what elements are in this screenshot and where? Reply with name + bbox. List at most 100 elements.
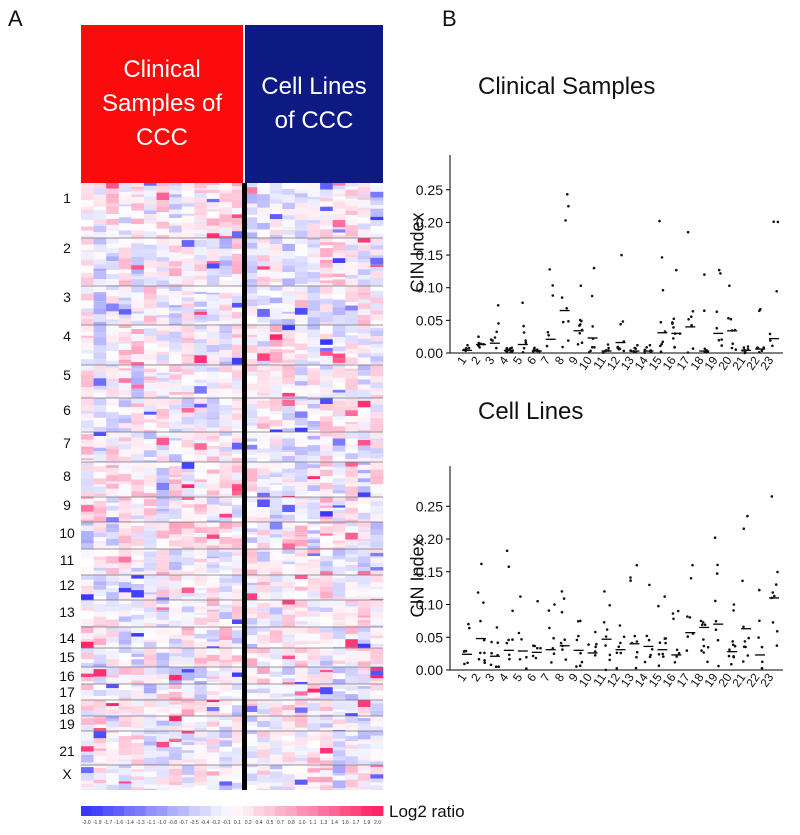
data-point bbox=[619, 651, 623, 655]
x-tick-label: 15 bbox=[646, 353, 665, 372]
data-point bbox=[562, 597, 566, 600]
heatmap-header-cell-lines: Cell Lines of CCC bbox=[245, 25, 383, 183]
data-point bbox=[734, 348, 738, 351]
legend-swatch bbox=[124, 806, 136, 816]
heatmap-cells bbox=[81, 183, 384, 790]
data-point bbox=[743, 640, 747, 643]
data-point bbox=[551, 294, 555, 297]
data-point bbox=[690, 315, 693, 319]
chromosome-label: 1 bbox=[63, 190, 71, 206]
legend-swatch bbox=[275, 806, 287, 816]
data-point bbox=[539, 646, 542, 650]
data-point bbox=[746, 514, 749, 518]
chromosome-label: 13 bbox=[59, 604, 75, 620]
data-point bbox=[602, 621, 606, 624]
data-point bbox=[671, 321, 674, 324]
data-point bbox=[467, 622, 470, 626]
data-point bbox=[603, 590, 606, 593]
chromosome-label: 2 bbox=[63, 240, 71, 256]
data-point bbox=[618, 347, 622, 351]
data-point bbox=[746, 347, 750, 351]
data-point bbox=[479, 619, 482, 623]
data-point bbox=[733, 644, 737, 648]
data-point bbox=[497, 322, 500, 325]
data-point bbox=[762, 346, 765, 349]
data-point bbox=[730, 329, 734, 332]
x-tick-label: 14 bbox=[632, 353, 651, 372]
data-point bbox=[505, 549, 509, 553]
data-point bbox=[479, 342, 483, 346]
data-point bbox=[659, 320, 663, 324]
legend-tick-label: 0.2 bbox=[245, 820, 252, 826]
data-point bbox=[634, 666, 638, 670]
data-point bbox=[761, 660, 764, 664]
data-point bbox=[509, 347, 512, 350]
data-point bbox=[622, 349, 626, 353]
data-point bbox=[622, 340, 626, 343]
data-point bbox=[760, 666, 764, 670]
data-point bbox=[643, 351, 646, 354]
data-point bbox=[715, 572, 719, 575]
data-point bbox=[511, 349, 514, 352]
data-point bbox=[464, 347, 468, 350]
data-point bbox=[768, 332, 772, 336]
legend-tick-label: 1.0 bbox=[299, 820, 306, 826]
data-point bbox=[732, 655, 735, 659]
data-point bbox=[661, 288, 665, 292]
chromosome-label: 8 bbox=[63, 468, 71, 484]
data-point bbox=[770, 495, 774, 498]
legend-tick-label: -2.0 bbox=[82, 820, 91, 826]
x-tick-label: 8 bbox=[552, 670, 567, 684]
data-point bbox=[608, 604, 611, 607]
legend-tick-label: -1.6 bbox=[114, 820, 123, 826]
data-point bbox=[675, 268, 678, 272]
data-point bbox=[496, 304, 500, 307]
data-point bbox=[467, 346, 471, 350]
data-point bbox=[705, 349, 708, 352]
chromosome-label: 16 bbox=[59, 668, 75, 684]
legend-swatch bbox=[102, 806, 114, 816]
chromosome-label: 21 bbox=[59, 743, 75, 759]
legend-swatch bbox=[253, 806, 265, 816]
x-tick-label: 12 bbox=[604, 353, 623, 372]
chromosome-label: 19 bbox=[59, 716, 75, 732]
chart-title-cell-lines: Cell Lines bbox=[478, 398, 584, 425]
data-point bbox=[619, 641, 622, 645]
data-point bbox=[621, 320, 625, 323]
data-point bbox=[760, 349, 764, 353]
data-point bbox=[496, 653, 499, 657]
data-point bbox=[482, 342, 485, 346]
data-point bbox=[663, 595, 666, 598]
data-point bbox=[559, 641, 563, 645]
scatter-plot-cell-lines: 0.000.050.100.150.200.251234567891011121… bbox=[416, 466, 783, 690]
x-tick-label: 21 bbox=[729, 670, 748, 689]
legend-tick-label: -1.3 bbox=[136, 820, 145, 826]
data-point bbox=[729, 317, 733, 321]
data-point bbox=[747, 636, 750, 640]
legend-swatch bbox=[210, 806, 222, 816]
data-point bbox=[464, 649, 468, 653]
data-point bbox=[580, 328, 584, 332]
data-point bbox=[616, 345, 620, 349]
chromosome-label: 14 bbox=[59, 630, 75, 646]
scatter-plot-clinical: 0.000.050.100.150.200.251234567891011121… bbox=[416, 155, 783, 373]
data-point bbox=[576, 620, 580, 623]
x-tick-label: 4 bbox=[496, 670, 511, 684]
x-tick-label: 21 bbox=[729, 353, 748, 372]
data-point bbox=[480, 562, 483, 566]
data-point bbox=[587, 351, 591, 354]
data-point bbox=[705, 349, 709, 352]
data-point bbox=[605, 628, 609, 631]
x-tick-label: 22 bbox=[743, 670, 762, 689]
data-point bbox=[564, 658, 568, 661]
data-point bbox=[657, 664, 661, 667]
data-point bbox=[758, 619, 761, 623]
data-point bbox=[742, 660, 745, 663]
data-point bbox=[551, 284, 554, 287]
data-point bbox=[465, 348, 468, 351]
data-point bbox=[771, 621, 775, 624]
data-point bbox=[634, 350, 637, 354]
data-point bbox=[617, 645, 621, 648]
legend-swatch bbox=[221, 806, 233, 816]
x-tick-label: 16 bbox=[660, 353, 679, 372]
